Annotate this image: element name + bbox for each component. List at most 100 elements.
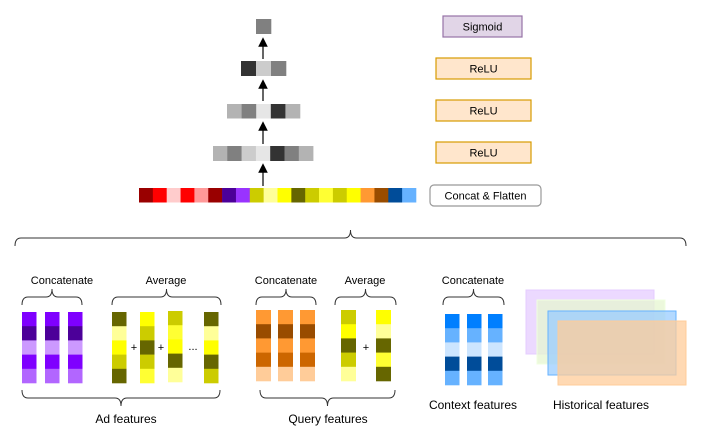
ad-average-cell: [112, 326, 127, 341]
relu-label: ReLU: [469, 106, 497, 118]
ad-average-cell: [168, 353, 183, 369]
ad-concat-cell: [45, 326, 60, 341]
concat-feature-cell: [208, 188, 223, 203]
hidden-layer-1-neuron: [298, 146, 314, 161]
query-average-cell: [341, 324, 356, 339]
ad-average-cell: [112, 340, 127, 355]
query-concat-cell: [278, 324, 293, 339]
ad-concat-cell: [22, 354, 37, 370]
hidden-layer-3-neuron: [271, 61, 287, 76]
query-average-cell: [376, 310, 391, 325]
context-concat-cell: [445, 356, 460, 372]
ad-average-cell: [140, 354, 155, 370]
ad-concat-cell: [68, 312, 83, 327]
ad-concat-cell: [68, 326, 83, 341]
concat-feature-cell: [305, 188, 320, 203]
query-concat-cell: [278, 352, 293, 368]
query-average-label: Average: [345, 275, 386, 287]
query-concatenate-label: Concatenate: [255, 275, 317, 287]
concat-feature-cell: [249, 188, 264, 203]
ad-average-cell: [168, 325, 183, 340]
concat-feature-cell: [180, 188, 195, 203]
historical-features-label: Historical features: [553, 398, 649, 412]
ad-average-cell: [204, 326, 219, 341]
ad-concatenate-label: Concatenate: [31, 275, 93, 287]
hidden-layer-1-neuron: [270, 146, 285, 161]
ad-concat-cell: [68, 368, 83, 384]
context-concat-cell: [445, 314, 460, 329]
query-concat-cell: [256, 310, 271, 325]
relu-label-box-2: ReLU: [435, 99, 532, 122]
output-neuron: [256, 19, 272, 34]
concat-feature-cell: [139, 188, 154, 203]
ad-concat-cell: [22, 312, 37, 327]
hidden-layer-2-neuron: [241, 104, 257, 119]
context-concat-cell: [445, 342, 460, 357]
hidden-layer-3-neuron: [256, 61, 272, 76]
relu-label: ReLU: [469, 64, 497, 76]
query-average-brace: [334, 288, 397, 306]
ad-average-cell: [140, 326, 155, 341]
ad-average-label: Average: [146, 275, 187, 287]
sigmoid-label-box: Sigmoid: [442, 15, 523, 38]
ad-average-cell: [168, 339, 183, 354]
ellipsis: ...: [188, 341, 197, 353]
query-concat-cell: [300, 338, 315, 353]
query-concat-cell: [300, 352, 315, 368]
concat-feature-cell: [166, 188, 181, 203]
ad-features-label: Ad features: [95, 412, 156, 426]
concat-feature-cell: [346, 188, 361, 203]
concat-feature-cell: [152, 188, 167, 203]
context-concat-cell: [467, 370, 482, 386]
query-features-label: Query features: [288, 412, 367, 426]
query-concat-cell: [300, 324, 315, 339]
ad-average-cell: [112, 368, 127, 384]
query-average-cell: [376, 366, 391, 382]
context-concat-cell: [488, 370, 503, 386]
ad-average-cell: [204, 368, 219, 384]
query-average-cell: [341, 310, 356, 325]
ad-average-cell: [112, 354, 127, 370]
ad-concat-cell: [45, 368, 60, 384]
ad-average-cell: [204, 312, 219, 327]
concat-feature-cell: [360, 188, 375, 203]
ad-concat-cell: [45, 340, 60, 355]
relu-label-box-3: ReLU: [435, 57, 532, 80]
context-concatenate-label: Concatenate: [442, 275, 504, 287]
ad-average-cell: [204, 340, 219, 355]
ad-concat-cell: [22, 340, 37, 355]
query-concat-cell: [256, 324, 271, 339]
concat-feature-cell: [277, 188, 292, 203]
plus-sign: +: [131, 342, 137, 354]
context-concat-cell: [488, 356, 503, 372]
query-concat-cell: [300, 310, 315, 325]
context-concat-cell: [467, 328, 482, 343]
ad-average-cell: [140, 312, 155, 327]
ad-average-brace: [111, 288, 222, 306]
ad-concat-cell: [68, 354, 83, 370]
hidden-layer-1-neuron: [213, 146, 228, 161]
concat-feature-cell: [388, 188, 403, 203]
concat-feature-cell: [222, 188, 237, 203]
query-average-cell: [341, 338, 356, 353]
concat-flatten-label: Concat & Flatten: [445, 191, 527, 203]
hidden-layer-1-neuron: [284, 146, 300, 161]
ad-concatenate-brace: [21, 288, 83, 306]
query-concat-cell: [278, 338, 293, 353]
ad-average-cell: [204, 354, 219, 370]
query-concat-cell: [278, 310, 293, 325]
hidden-layer-1-neuron: [241, 146, 257, 161]
context-concat-cell: [488, 328, 503, 343]
query-concat-cell: [256, 366, 271, 382]
context-concat-cell: [488, 314, 503, 329]
context-concatenate-brace: [442, 288, 505, 306]
plus-sign: +: [363, 342, 369, 354]
concat-feature-cell: [332, 188, 348, 203]
concat-flatten-label-box: Concat & Flatten: [429, 184, 542, 207]
hidden-layer-3-neuron: [241, 61, 257, 76]
ad-average-cell: [168, 367, 183, 383]
relu-label-box-1: ReLU: [435, 141, 532, 164]
concat-feature-cell: [235, 188, 251, 203]
query-average-cell: [376, 324, 391, 339]
